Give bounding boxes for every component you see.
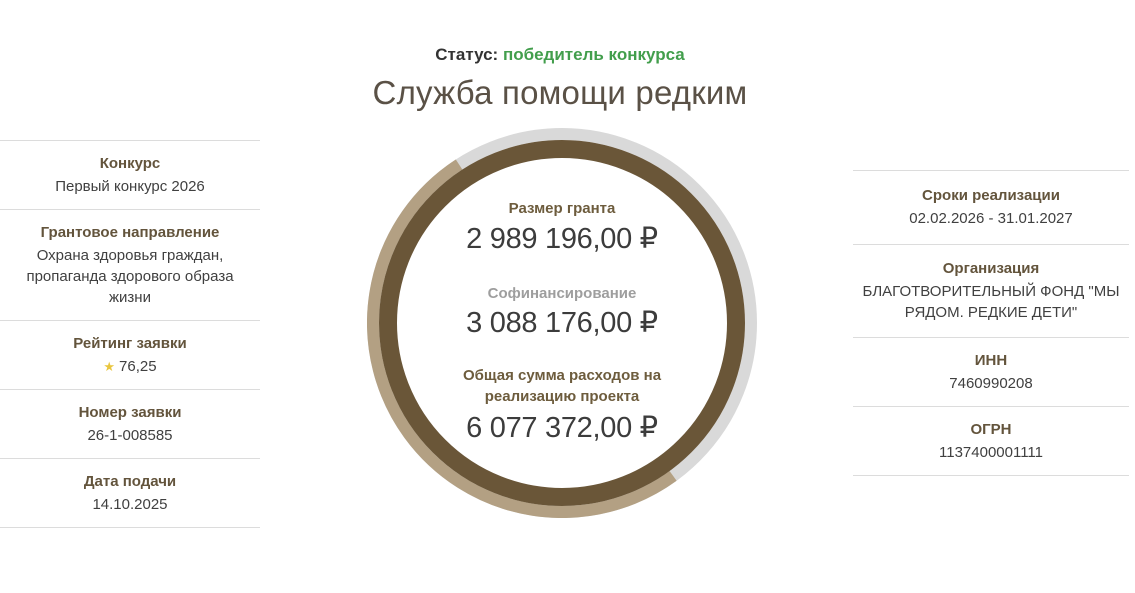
info-value: БЛАГОТВОРИТЕЛЬНЫЙ ФОНД "МЫ РЯДОМ. РЕДКИЕ… <box>862 283 1120 321</box>
info-label: ИНН <box>974 352 1008 369</box>
info-item-rating: Рейтинг заявки ★ 76,25 <box>0 320 260 389</box>
grant-size-label: Размер гранта <box>508 200 616 217</box>
right-info-panel: Сроки реализации 02.02.2026 - 31.01.2027… <box>853 170 1129 476</box>
info-value: Первый конкурс 2026 <box>55 178 205 195</box>
info-item-grant-direction: Грантовое направление Охрана здоровья гр… <box>0 209 260 320</box>
grant-size-value: 2 989 196,00 ₽ <box>466 223 658 255</box>
info-label: Организация <box>942 260 1040 277</box>
info-label: Номер заявки <box>78 404 182 421</box>
info-item-submission-date: Дата подачи 14.10.2025 <box>0 458 260 528</box>
page-title: Служба помощи редким <box>372 74 748 111</box>
info-value: 02.02.2026 - 31.01.2027 <box>909 210 1073 227</box>
info-value: 1137400001111 <box>939 444 1043 461</box>
header: Статус: победитель конкурса Служба помощ… <box>265 44 855 112</box>
info-item-competition: Конкурс Первый конкурс 2026 <box>0 140 260 209</box>
left-info-panel: Конкурс Первый конкурс 2026 Грантовое на… <box>0 140 260 528</box>
rating-value: 76,25 <box>119 358 157 375</box>
budget-donut-chart: Размер гранта 2 989 196,00 ₽ Софинансиро… <box>367 128 757 518</box>
info-label: Сроки реализации <box>922 187 1060 204</box>
info-value: ★ 76,25 <box>6 356 254 377</box>
info-item-ogrn: ОГРН 1137400001111 <box>853 406 1129 476</box>
info-value: Охрана здоровья граждан, пропаганда здор… <box>26 247 234 306</box>
info-label: ОГРН <box>970 421 1012 438</box>
info-value: 14.10.2025 <box>92 496 168 513</box>
info-value: 26-1-008585 <box>87 427 173 444</box>
info-label: Рейтинг заявки <box>73 335 187 352</box>
info-item-organization: Организация БЛАГОТВОРИТЕЛЬНЫЙ ФОНД "МЫ Р… <box>853 244 1129 337</box>
status-label: Статус: <box>435 45 499 64</box>
cofinancing-value: 3 088 176,00 ₽ <box>466 307 658 339</box>
star-icon: ★ <box>103 359 116 374</box>
info-label: Грантовое направление <box>40 224 220 241</box>
info-label: Конкурс <box>99 155 161 172</box>
cofinancing-label: Софинансирование <box>487 285 637 302</box>
status-value: победитель конкурса <box>502 45 685 64</box>
info-item-implementation-period: Сроки реализации 02.02.2026 - 31.01.2027 <box>853 170 1129 244</box>
status-line: Статус: победитель конкурса <box>265 44 855 65</box>
info-value: 7460990208 <box>949 375 1033 392</box>
info-item-inn: ИНН 7460990208 <box>853 337 1129 406</box>
donut-total-ring <box>379 140 745 506</box>
total-expenses-value: 6 077 372,00 ₽ <box>466 412 658 444</box>
total-expenses-label: Общая сумма расходов на реализацию проек… <box>462 367 662 405</box>
info-item-application-number: Номер заявки 26-1-008585 <box>0 389 260 458</box>
info-label: Дата подачи <box>83 473 177 490</box>
donut-rings <box>367 128 757 518</box>
